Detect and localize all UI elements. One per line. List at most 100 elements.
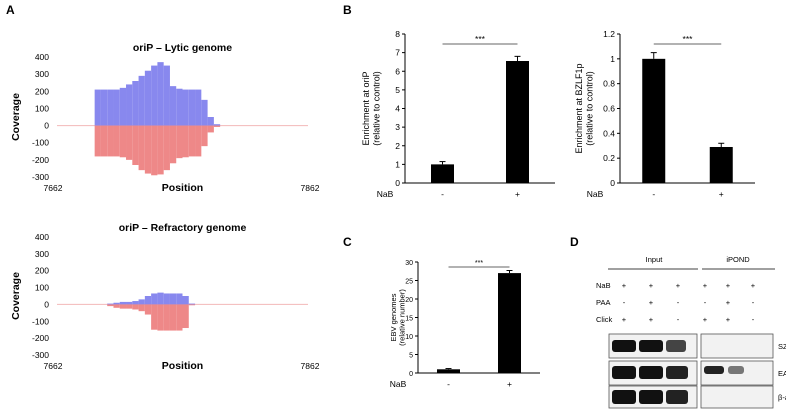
y-tick-label: 300: [35, 249, 49, 259]
blot-band: [612, 340, 636, 352]
coverage-bar-pos: [188, 89, 196, 126]
coverage-bar-neg: [157, 304, 164, 331]
coverage-bar-neg: [94, 125, 101, 157]
blot-row-label: PAA: [596, 298, 610, 307]
y-tick-label: 0: [395, 178, 400, 188]
blot-band: [612, 390, 636, 404]
blot-symbol: +: [649, 315, 654, 324]
panel-letter-a: A: [6, 3, 15, 17]
coverage-bar-pos: [163, 65, 170, 126]
category-label: -: [441, 189, 444, 199]
coverage-bar-neg: [113, 304, 120, 308]
coverage-bar-pos: [94, 89, 101, 126]
blot-symbol: +: [703, 315, 708, 324]
y-axis-label: Enrichment at oriP(relative to control): [361, 71, 381, 146]
plot-title: oriP – Refractory genome: [119, 222, 247, 234]
blot-band: [639, 340, 663, 352]
bar-chart: 0 0.2 0.4 0.6 0.8 1 1.2 - + NaB *** Enrichment at B…: [574, 29, 755, 199]
coverage-bar-pos: [195, 89, 202, 126]
western-blot: Input iPOND NaB + + + + + + PAA - + - - + - Click + + - + + - S…: [596, 255, 786, 409]
coverage-bar-neg: [119, 125, 127, 158]
category-title: NaB: [587, 189, 604, 199]
coverage-bar-neg: [144, 304, 152, 315]
y-tick-label: 0.4: [603, 128, 615, 138]
coverage-bar-pos: [119, 87, 127, 126]
blot-target-label: β-actin: [778, 393, 786, 402]
y-tick-label: 5: [409, 353, 413, 360]
y-tick-label: 0.6: [603, 104, 615, 114]
y-tick-label: 6: [395, 66, 400, 76]
coverage-bar-neg: [132, 304, 139, 310]
coverage-bar-pos: [169, 293, 177, 305]
blot-symbol: -: [752, 315, 755, 324]
x-axis-label: Position: [162, 182, 203, 194]
coverage-bar-pos: [157, 292, 164, 305]
y-axis-label-line: Enrichment at oriP: [361, 71, 371, 145]
coverage-bar-neg: [169, 125, 177, 164]
plot-title: oriP – Lytic genome: [133, 42, 232, 54]
y-tick-label: 0: [409, 371, 413, 378]
coverage-bar-pos: [182, 296, 189, 305]
category-title: NaB: [390, 379, 407, 389]
coverage-plot: oriP – Refractory genome 400 300 200 100 0 -10…: [10, 222, 320, 372]
y-tick-label: 7: [395, 48, 400, 58]
y-tick-label: 0.8: [603, 79, 615, 89]
blot-symbol: -: [677, 315, 680, 324]
y-tick-label: 1: [395, 159, 400, 169]
y-tick-label: 300: [35, 69, 49, 79]
blot-row-label: Click: [596, 315, 612, 324]
coverage-bar-neg: [126, 125, 133, 160]
significance-label: ***: [475, 34, 486, 44]
y-tick-label: 25: [405, 279, 413, 286]
blot-symbol: +: [649, 298, 654, 307]
coverage-bar-pos: [107, 89, 114, 126]
y-axis-label: Enrichment at BZLF1p(relative to control…: [574, 63, 594, 153]
coverage-bar-neg: [176, 125, 183, 159]
y-tick-label: 20: [405, 297, 413, 304]
coverage-bar-pos: [107, 303, 114, 305]
blot-frame: [700, 385, 774, 409]
x-end-label: 7862: [301, 183, 320, 193]
bar-chart: 0 5 10 15 20 25 30 - + NaB *** EBV genomes(relative…: [389, 260, 540, 389]
coverage-bar-neg: [157, 125, 164, 175]
bar: [431, 164, 454, 183]
blot-band: [666, 366, 688, 379]
coverage-bar-pos: [132, 301, 139, 305]
y-axis-label-line: (relative to control): [371, 71, 381, 146]
category-title: NaB: [377, 189, 394, 199]
y-tick-label: 400: [35, 52, 49, 62]
panel-letter-c: C: [343, 235, 352, 249]
blot-symbol: +: [751, 281, 756, 290]
coverage-bar-neg: [195, 125, 202, 157]
blot-symbol: -: [623, 298, 626, 307]
blot-symbol: -: [752, 298, 755, 307]
blot-symbol: +: [726, 298, 731, 307]
blot-symbol: +: [649, 281, 654, 290]
coverage-bar-pos: [151, 65, 158, 126]
coverage-bar-pos: [188, 303, 196, 305]
coverage-bar-pos: [138, 75, 145, 126]
coverage-bar-pos: [176, 293, 183, 305]
coverage-bar-pos: [119, 301, 127, 305]
x-start-label: 7662: [44, 361, 63, 371]
bar-chart: 0 1 2 3 4 5 6 7 8 - + NaB *** Enrichment at oriP(rela…: [361, 29, 555, 199]
blot-symbol: +: [676, 281, 681, 290]
x-axis-label: Position: [162, 360, 203, 372]
y-tick-label: 0: [610, 178, 615, 188]
y-tick-label: 200: [35, 266, 49, 276]
coverage-plot: oriP – Lytic genome 400 300 200 100 0 -100 -200…: [10, 42, 320, 194]
y-tick-label: -300: [32, 350, 49, 360]
coverage-bar-neg: [201, 125, 208, 147]
coverage-bar-neg: [113, 125, 120, 157]
coverage-bar-neg: [107, 125, 114, 157]
coverage-bar-neg: [144, 125, 152, 174]
y-axis-label-line: (relative number): [398, 289, 407, 346]
bar: [642, 58, 666, 184]
blot-symbol: +: [622, 281, 627, 290]
coverage-bar-neg: [188, 304, 196, 306]
y-axis-label-line: EBV genomes: [389, 293, 398, 341]
blot-band: [728, 366, 744, 374]
coverage-bar-pos: [144, 70, 152, 126]
coverage-bar-pos: [113, 302, 120, 305]
